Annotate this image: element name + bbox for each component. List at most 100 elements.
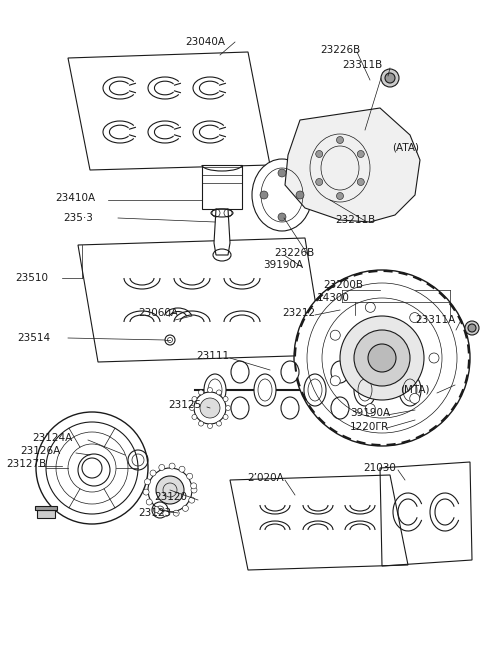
Text: 23311B: 23311B bbox=[342, 60, 382, 70]
Circle shape bbox=[192, 397, 197, 401]
Circle shape bbox=[156, 476, 184, 504]
Circle shape bbox=[340, 316, 424, 400]
Circle shape bbox=[189, 497, 195, 503]
Circle shape bbox=[278, 213, 286, 221]
Text: 23510: 23510 bbox=[15, 273, 48, 283]
Circle shape bbox=[330, 330, 340, 340]
Circle shape bbox=[368, 344, 396, 372]
Polygon shape bbox=[214, 209, 230, 255]
Bar bbox=[202, 165, 242, 209]
Circle shape bbox=[294, 270, 470, 446]
Circle shape bbox=[223, 415, 228, 420]
Circle shape bbox=[468, 324, 476, 332]
Circle shape bbox=[207, 424, 213, 428]
Text: (ATA): (ATA) bbox=[392, 143, 419, 153]
Circle shape bbox=[316, 150, 323, 158]
Text: 39190A: 39190A bbox=[263, 260, 303, 270]
Text: 2’020A: 2’020A bbox=[247, 473, 284, 483]
Circle shape bbox=[163, 510, 169, 516]
Circle shape bbox=[226, 405, 230, 411]
Ellipse shape bbox=[281, 361, 299, 383]
Circle shape bbox=[223, 397, 228, 401]
Text: 1220ΓR: 1220ΓR bbox=[350, 422, 389, 432]
Circle shape bbox=[148, 468, 192, 512]
Text: 23226B: 23226B bbox=[274, 248, 314, 258]
Ellipse shape bbox=[252, 159, 312, 231]
Bar bbox=[37, 510, 55, 518]
Circle shape bbox=[278, 169, 286, 177]
Circle shape bbox=[216, 390, 221, 395]
Circle shape bbox=[336, 193, 344, 200]
Circle shape bbox=[191, 487, 197, 493]
Ellipse shape bbox=[331, 397, 349, 419]
Circle shape bbox=[316, 179, 323, 185]
Text: 23127B: 23127B bbox=[6, 459, 46, 469]
Bar bbox=[35, 506, 57, 510]
Circle shape bbox=[365, 403, 375, 414]
Polygon shape bbox=[285, 108, 420, 222]
Circle shape bbox=[143, 489, 149, 495]
Text: 23200B: 23200B bbox=[323, 280, 363, 290]
Circle shape bbox=[354, 330, 410, 386]
Text: 14300: 14300 bbox=[317, 293, 350, 303]
Text: 23226B: 23226B bbox=[320, 45, 360, 55]
Ellipse shape bbox=[399, 374, 421, 406]
Text: 23060A: 23060A bbox=[138, 308, 178, 318]
Circle shape bbox=[144, 479, 150, 485]
Circle shape bbox=[207, 388, 213, 392]
Text: 23125: 23125 bbox=[168, 400, 201, 410]
Text: 23040A: 23040A bbox=[185, 37, 225, 47]
Circle shape bbox=[385, 73, 395, 83]
Text: 23111: 23111 bbox=[196, 351, 229, 361]
Circle shape bbox=[410, 313, 420, 323]
Ellipse shape bbox=[231, 397, 249, 419]
Text: 21030: 21030 bbox=[363, 463, 396, 473]
Circle shape bbox=[173, 510, 179, 516]
Circle shape bbox=[410, 394, 420, 403]
Circle shape bbox=[429, 353, 439, 363]
Text: 23126A: 23126A bbox=[20, 446, 60, 456]
Text: 23120: 23120 bbox=[154, 492, 187, 502]
Circle shape bbox=[296, 191, 304, 199]
Ellipse shape bbox=[354, 374, 376, 406]
Circle shape bbox=[465, 321, 479, 335]
Circle shape bbox=[365, 302, 375, 312]
Circle shape bbox=[179, 466, 185, 472]
Circle shape bbox=[182, 505, 189, 511]
Text: 39190A: 39190A bbox=[350, 408, 390, 418]
Circle shape bbox=[150, 470, 156, 476]
Circle shape bbox=[330, 376, 340, 386]
Ellipse shape bbox=[331, 361, 349, 383]
Ellipse shape bbox=[254, 374, 276, 406]
Circle shape bbox=[36, 412, 148, 524]
Text: 235·3: 235·3 bbox=[63, 213, 93, 223]
Circle shape bbox=[146, 499, 152, 505]
Circle shape bbox=[357, 150, 364, 158]
Ellipse shape bbox=[281, 397, 299, 419]
Text: 23124A: 23124A bbox=[32, 433, 72, 443]
Ellipse shape bbox=[304, 374, 326, 406]
Text: 23514: 23514 bbox=[17, 333, 50, 343]
Circle shape bbox=[192, 415, 197, 420]
Text: 23410A: 23410A bbox=[55, 193, 95, 203]
Circle shape bbox=[357, 179, 364, 185]
Circle shape bbox=[190, 405, 194, 411]
Text: 23311A: 23311A bbox=[415, 315, 455, 325]
Circle shape bbox=[260, 191, 268, 199]
Text: 23123: 23123 bbox=[138, 508, 171, 518]
Ellipse shape bbox=[204, 374, 226, 406]
Text: 23212: 23212 bbox=[282, 308, 315, 318]
Circle shape bbox=[153, 507, 159, 512]
Circle shape bbox=[199, 421, 204, 426]
Text: (MTA): (MTA) bbox=[400, 385, 430, 395]
Circle shape bbox=[381, 69, 399, 87]
Circle shape bbox=[199, 390, 204, 395]
Circle shape bbox=[169, 463, 175, 469]
Ellipse shape bbox=[334, 313, 394, 403]
Circle shape bbox=[187, 473, 192, 479]
Text: 23211B: 23211B bbox=[335, 215, 375, 225]
Circle shape bbox=[191, 483, 197, 489]
Circle shape bbox=[194, 392, 226, 424]
Circle shape bbox=[200, 398, 220, 418]
Circle shape bbox=[159, 464, 165, 470]
